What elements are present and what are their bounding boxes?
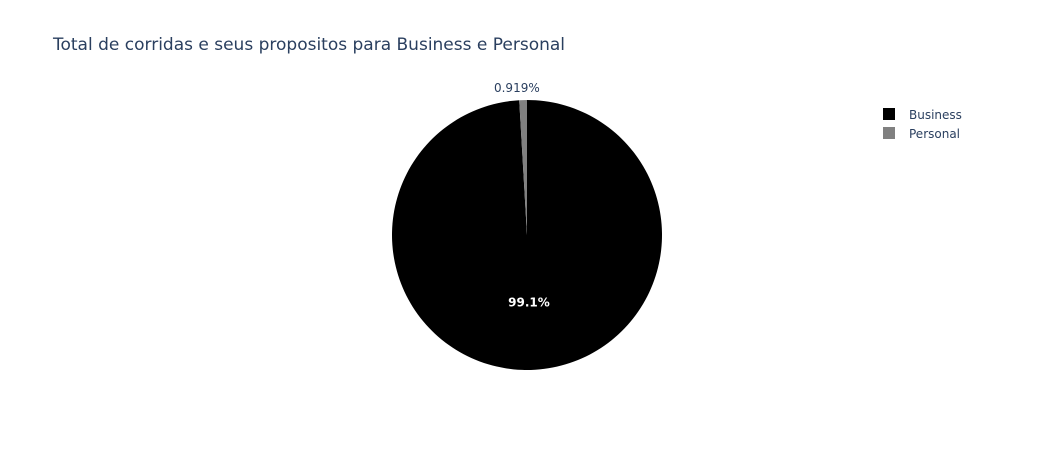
- chart-title: Total de corridas e seus propositos para…: [52, 35, 565, 55]
- legend-item-personal[interactable]: Personal: [883, 127, 960, 141]
- pie-slices: [392, 100, 663, 370]
- legend-swatch-personal: [883, 127, 895, 139]
- pie-slice-personal[interactable]: [519, 100, 527, 235]
- pie-slice-business[interactable]: [392, 100, 663, 370]
- legend: Business Personal: [883, 108, 962, 141]
- legend-label-business: Business: [909, 108, 962, 122]
- legend-label-personal: Personal: [909, 127, 960, 141]
- legend-item-business[interactable]: Business: [883, 108, 962, 122]
- legend-swatch-business: [883, 108, 895, 120]
- slice-label-business: 99.1%: [508, 295, 550, 309]
- slice-label-personal: 0.919%: [494, 81, 540, 95]
- pie-labels: 99.1% 0.919%: [494, 81, 550, 309]
